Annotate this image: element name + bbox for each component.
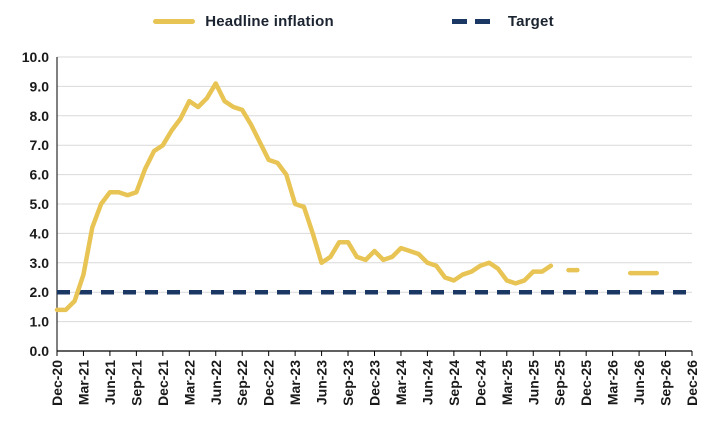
x-tick-label: Sep-23 (340, 360, 356, 406)
x-tick-label: Dec-21 (155, 360, 171, 406)
x-tick-label: Mar-22 (181, 360, 197, 405)
x-tick-label: Dec-24 (472, 360, 488, 406)
y-tick-label: 4.0 (30, 225, 50, 241)
x-tick-label: Mar-21 (75, 360, 91, 405)
x-tick-label: Sep-21 (128, 360, 144, 406)
x-tick-label: Sep-26 (658, 360, 674, 406)
x-tick-label: Jun-21 (102, 360, 118, 405)
x-tick-label: Sep-22 (234, 360, 250, 406)
y-tick-label: 2.0 (30, 284, 50, 300)
y-tick-label: 3.0 (30, 255, 50, 271)
x-tick-label: Jun-22 (208, 360, 224, 405)
x-tick-label: Jun-26 (631, 360, 647, 405)
headline-series-segment (54, 81, 554, 313)
x-tick-label: Dec-26 (684, 360, 700, 406)
y-tick-label: 6.0 (30, 167, 50, 183)
x-tick-label: Dec-20 (49, 360, 65, 406)
x-tick-label: Dec-23 (367, 360, 383, 406)
x-tick-label: Sep-25 (552, 360, 568, 406)
x-tick-label: Dec-25 (578, 360, 594, 406)
x-tick-label: Mar-25 (499, 360, 515, 405)
x-tick-label: Mar-26 (605, 360, 621, 405)
x-tick-label: Jun-24 (419, 360, 435, 405)
y-tick-label: 1.0 (30, 314, 50, 330)
x-tick-label: Dec-22 (261, 360, 277, 406)
y-tick-label: 5.0 (30, 196, 50, 212)
x-tick-label: Mar-24 (393, 360, 409, 405)
y-tick-label: 9.0 (30, 78, 50, 94)
y-tick-label: 0.0 (30, 343, 50, 359)
x-tick-label: Jun-25 (525, 360, 541, 405)
x-tick-label: Mar-23 (287, 360, 303, 405)
x-tick-label: Sep-24 (446, 360, 462, 406)
y-tick-label: 10.0 (22, 49, 49, 65)
y-tick-label: 8.0 (30, 108, 50, 124)
y-tick-label: 7.0 (30, 137, 50, 153)
x-tick-label: Jun-23 (314, 360, 330, 405)
